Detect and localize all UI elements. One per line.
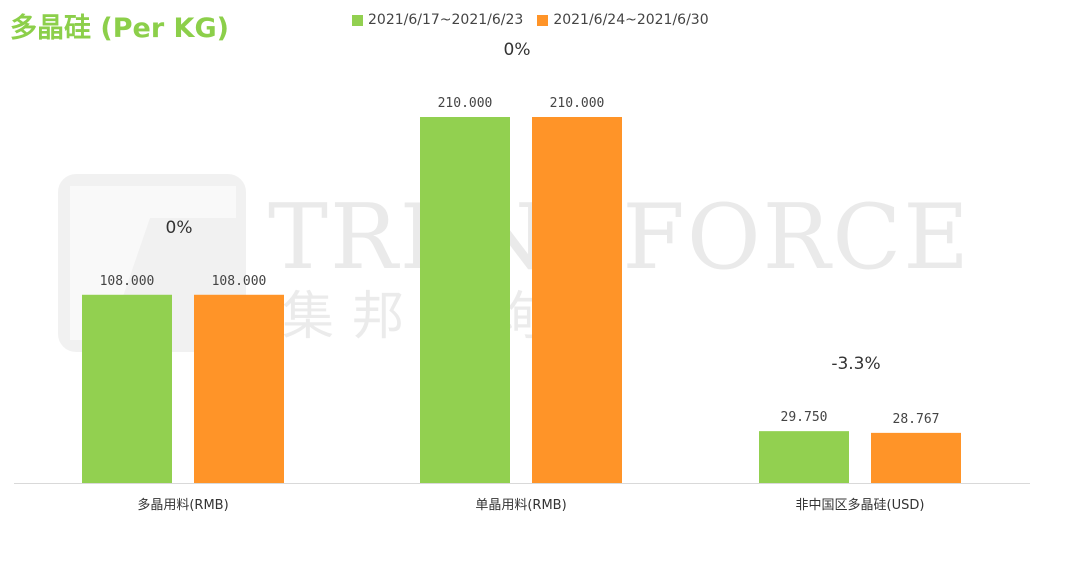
legend-label-series-2: 2021/6/24~2021/6/30 — [553, 12, 709, 28]
labels-layer: 108.000 108.000 0% 多晶用料(RMB) 210.000 210.000 0… — [100, 40, 940, 513]
value-label-1-series-1: 108.000 — [100, 274, 155, 289]
category-label-3: 非中国区多晶硅(USD) — [796, 497, 925, 513]
legend-item-series-2: 2021/6/24~2021/6/30 — [537, 12, 709, 28]
category-label-1: 多晶用料(RMB) — [137, 497, 228, 513]
bars-layer — [82, 117, 961, 483]
legend: 2021/6/17~2021/6/23 2021/6/24~2021/6/30 — [352, 12, 709, 28]
bar-3-series-1 — [759, 431, 849, 483]
value-label-1-series-2: 108.000 — [212, 274, 267, 289]
legend-swatch-series-2 — [537, 14, 549, 26]
bar-2-series-1 — [420, 117, 510, 483]
bar-3-series-2 — [871, 432, 961, 483]
legend-item-series-1: 2021/6/17~2021/6/23 — [352, 12, 523, 28]
bar-1-series-1 — [82, 294, 172, 483]
change-label-2: 0% — [504, 40, 531, 60]
value-label-3-series-2: 28.767 — [893, 412, 940, 427]
value-label-2-series-2: 210.000 — [550, 96, 605, 111]
value-label-3-series-1: 29.750 — [781, 410, 828, 425]
value-label-2-series-1: 210.000 — [438, 96, 493, 111]
category-label-2: 单晶用料(RMB) — [475, 498, 566, 513]
bar-2-series-2 — [532, 117, 622, 483]
legend-label-series-1: 2021/6/17~2021/6/23 — [368, 12, 524, 28]
legend-swatch-series-1 — [352, 14, 363, 26]
chart-title: 多晶硅 (Per KG) — [10, 13, 229, 44]
change-label-3: -3.3% — [831, 354, 880, 374]
bar-1-series-2 — [194, 294, 284, 483]
change-label-1: 0% — [166, 218, 193, 238]
